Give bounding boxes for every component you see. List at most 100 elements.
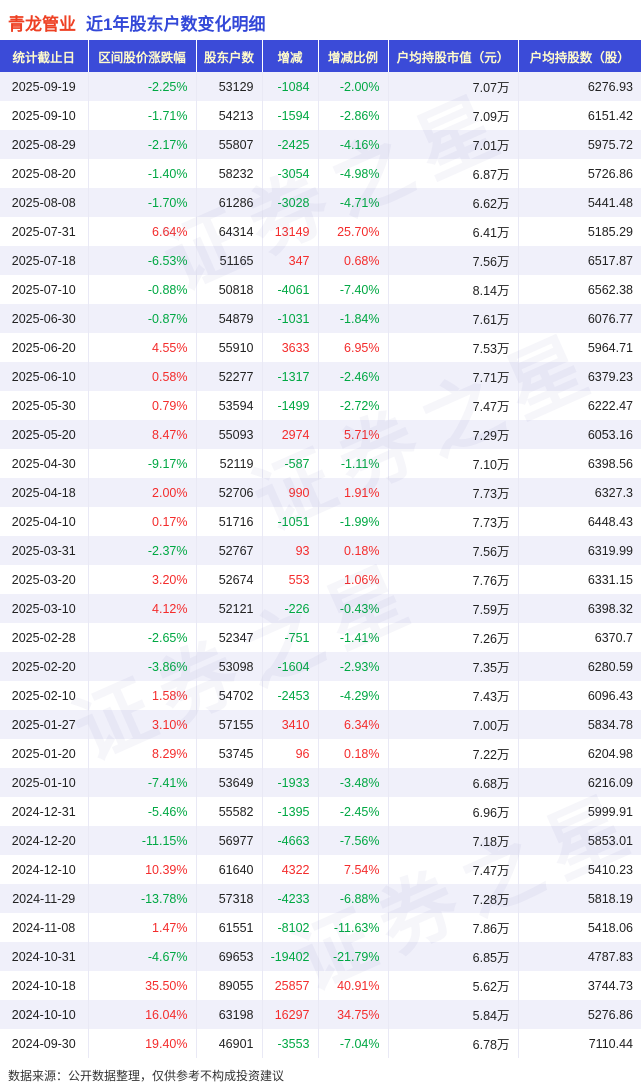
- header-delta-pct: 增减比例: [318, 40, 389, 72]
- cell-change-pct: -5.46%: [88, 797, 197, 826]
- table-row: 2025-03-10 4.12% 52121 -226 -0.43% 7.59万 6398.…: [0, 594, 641, 623]
- cell-delta: -1317: [262, 362, 319, 391]
- cell-avg-shares: 6216.09: [587, 775, 633, 790]
- cell-avg-holding-value: 5.62万: [388, 971, 519, 1000]
- cell-delta-pct: -4.29%: [318, 681, 389, 710]
- cell-change-pct: 0.17%: [88, 507, 197, 536]
- cell-change-pct: -1.70%: [88, 188, 197, 217]
- cell-change-pct: -9.17%: [88, 449, 197, 478]
- cell-delta: 4322: [262, 855, 319, 884]
- cell-avg-shares: 5418.06: [587, 920, 633, 935]
- data-source-note: 数据来源：公开数据整理，仅供参考不构成投资建议: [8, 1069, 285, 1083]
- cell-change-pct: 1.47%: [88, 913, 197, 942]
- cell-avg-holding-value: 7.26万: [388, 623, 519, 652]
- cell-change-pct: 1.58%: [88, 681, 197, 710]
- cell-holders: 69653: [196, 942, 263, 971]
- cell-avg-shares: 6222.47: [587, 398, 633, 413]
- cell-avg-holding-value: 7.22万: [388, 739, 519, 768]
- cell-date: 2025-02-20: [0, 652, 89, 681]
- cell-date: 2024-10-18: [0, 971, 89, 1000]
- cell-avg-shares: 5441.48: [587, 195, 633, 210]
- cell-change-pct: 16.04%: [88, 1000, 197, 1029]
- cell-change-pct: 3.10%: [88, 710, 197, 739]
- cell-change-pct: -13.78%: [88, 884, 197, 913]
- cell-delta-pct: 5.71%: [318, 420, 389, 449]
- table-row: 2025-03-20 3.20% 52674 553 1.06% 7.76万 6331.15: [0, 565, 641, 594]
- cell-date: 2024-10-10: [0, 1000, 89, 1029]
- cell-date: 2025-07-31: [0, 217, 89, 246]
- cell-avg-holding-value: 7.47万: [388, 391, 519, 420]
- table-row: 2025-03-31 -2.37% 52767 93 0.18% 7.56万 6319.99: [0, 536, 641, 565]
- cell-avg-holding-value: 7.43万: [388, 681, 519, 710]
- cell-change-pct: -2.17%: [88, 130, 197, 159]
- cell-avg-shares: 6448.43: [587, 514, 633, 529]
- cell-delta-pct: 0.18%: [318, 739, 389, 768]
- cell-delta: -226: [262, 594, 319, 623]
- cell-change-pct: 0.79%: [88, 391, 197, 420]
- cell-holders: 53649: [196, 768, 263, 797]
- cell-avg-shares: 5999.91: [587, 804, 633, 819]
- cell-holders: 55807: [196, 130, 263, 159]
- cell-change-pct: 35.50%: [88, 971, 197, 1000]
- cell-avg-shares: 6379.23: [587, 369, 633, 384]
- cell-avg-holding-value: 7.73万: [388, 478, 519, 507]
- cell-date: 2025-05-20: [0, 420, 89, 449]
- cell-avg-shares: 6096.43: [587, 688, 633, 703]
- cell-delta: -587: [262, 449, 319, 478]
- cell-delta: -1594: [262, 101, 319, 130]
- table-row: 2025-08-20 -1.40% 58232 -3054 -4.98% 6.87万 572…: [0, 159, 641, 188]
- table-row: 2024-11-29 -13.78% 57318 -4233 -6.88% 7.28万 58…: [0, 884, 641, 913]
- holders-table: 统计截止日 区间股价涨跌幅 股东户数 增减 增减比例 户均持股市值（元） 户均持…: [0, 40, 641, 1058]
- cell-delta-pct: -1.84%: [318, 304, 389, 333]
- cell-delta: -1933: [262, 768, 319, 797]
- cell-delta: 990: [262, 478, 319, 507]
- table-header-row: 统计截止日 区间股价涨跌幅 股东户数 增减 增减比例 户均持股市值（元） 户均持…: [0, 40, 641, 72]
- cell-delta: 96: [262, 739, 319, 768]
- cell-delta: 93: [262, 536, 319, 565]
- cell-avg-shares: 6331.15: [587, 572, 633, 587]
- cell-holders: 51716: [196, 507, 263, 536]
- cell-date: 2025-01-10: [0, 768, 89, 797]
- cell-delta-pct: 7.54%: [318, 855, 389, 884]
- cell-delta-pct: -2.45%: [318, 797, 389, 826]
- cell-delta-pct: -4.16%: [318, 130, 389, 159]
- cell-change-pct: -4.67%: [88, 942, 197, 971]
- cell-holders: 51165: [196, 246, 263, 275]
- cell-date: 2025-05-30: [0, 391, 89, 420]
- table-row: 2024-10-18 35.50% 89055 25857 40.91% 5.62万 374…: [0, 971, 641, 1000]
- cell-holders: 46901: [196, 1029, 263, 1058]
- cell-date: 2025-06-20: [0, 333, 89, 362]
- cell-change-pct: 8.47%: [88, 420, 197, 449]
- cell-avg-holding-value: 7.73万: [388, 507, 519, 536]
- cell-change-pct: -2.25%: [88, 72, 197, 101]
- cell-delta: -751: [262, 623, 319, 652]
- cell-holders: 61640: [196, 855, 263, 884]
- cell-delta: 3410: [262, 710, 319, 739]
- cell-avg-shares: 5818.19: [587, 891, 633, 906]
- cell-delta: -1395: [262, 797, 319, 826]
- cell-avg-shares: 5410.23: [587, 862, 633, 877]
- cell-avg-shares: 6398.32: [587, 601, 633, 616]
- table-row: 2025-02-28 -2.65% 52347 -751 -1.41% 7.26万 6370…: [0, 623, 641, 652]
- cell-delta: 347: [262, 246, 319, 275]
- table-row: 2025-02-20 -3.86% 53098 -1604 -2.93% 7.35万 628…: [0, 652, 641, 681]
- cell-avg-holding-value: 6.41万: [388, 217, 519, 246]
- cell-avg-shares: 6276.93: [587, 79, 633, 94]
- cell-delta-pct: -2.93%: [318, 652, 389, 681]
- table-row: 2024-09-30 19.40% 46901 -3553 -7.04% 6.78万 711…: [0, 1029, 641, 1058]
- cell-date: 2024-10-31: [0, 942, 89, 971]
- cell-holders: 89055: [196, 971, 263, 1000]
- cell-holders: 54702: [196, 681, 263, 710]
- cell-delta: 16297: [262, 1000, 319, 1029]
- cell-avg-holding-value: 7.53万: [388, 333, 519, 362]
- cell-holders: 57155: [196, 710, 263, 739]
- header-avg-holding-value: 户均持股市值（元）: [388, 40, 519, 72]
- cell-avg-holding-value: 7.86万: [388, 913, 519, 942]
- cell-delta-pct: 1.06%: [318, 565, 389, 594]
- cell-change-pct: 2.00%: [88, 478, 197, 507]
- cell-change-pct: -0.88%: [88, 275, 197, 304]
- cell-delta: -2425: [262, 130, 319, 159]
- cell-avg-shares: 5834.78: [587, 717, 633, 732]
- cell-delta-pct: -0.43%: [318, 594, 389, 623]
- cell-delta: 25857: [262, 971, 319, 1000]
